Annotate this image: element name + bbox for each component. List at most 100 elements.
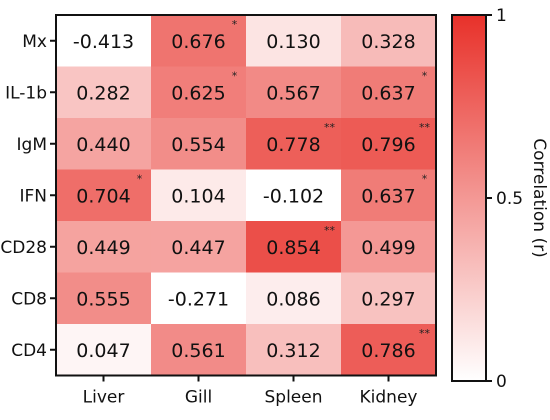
y-tick-label: CD4 [11, 341, 47, 361]
cell-value-label: 0.625 [171, 82, 225, 104]
heatmap-cell: 0.104 [151, 169, 246, 221]
heatmap-cell: 0.086 [246, 272, 341, 324]
heatmap-cell: -0.271 [151, 272, 246, 324]
cell-value-label: 0.282 [76, 82, 130, 104]
x-tick-label: Kidney [360, 388, 418, 408]
cell-value-label: 0.499 [361, 237, 415, 259]
y-tick-label: Mx [22, 32, 47, 52]
heatmap-cell: 0.312 [246, 324, 341, 376]
heatmap-cell-fill [246, 15, 341, 67]
cell-value-label: 0.786 [361, 340, 415, 362]
heatmap-cells: -0.413 0.676 * 0.130 0.328 0.282 0.625 * 0.567 0.… [56, 15, 436, 376]
heatmap-cell-fill [246, 66, 341, 118]
heatmap-cell-fill [151, 221, 246, 273]
cell-value-label: 0.637 [361, 185, 415, 207]
heatmap-cell-fill [56, 169, 151, 221]
heatmap-cell-fill [246, 272, 341, 324]
cell-value-label: 0.796 [361, 134, 415, 156]
heatmap-cell: 0.567 [246, 66, 341, 118]
cell-value-label: -0.271 [168, 288, 229, 310]
cell-value-label: 0.676 [171, 31, 225, 53]
heatmap-cell-fill [151, 324, 246, 376]
heatmap-cell-fill [246, 169, 341, 221]
significance-marker: * [232, 70, 238, 83]
heatmap-cell-fill [151, 272, 246, 324]
colorbar-tick-label: 0.5 [496, 189, 523, 209]
y-tick-label: IL-1b [5, 83, 47, 103]
heatmap-cell: 0.047 [56, 324, 151, 376]
heatmap-cell: 0.778 ** [246, 118, 341, 170]
heatmap-cell-fill [341, 324, 436, 376]
heatmap-cell: 0.676 * [151, 15, 246, 67]
heatmap-cell: 0.440 [56, 118, 151, 170]
heatmap-cell-fill [246, 118, 341, 170]
colorbar: 0 0.5 1 Correlation (r) [451, 6, 549, 392]
cell-value-label: 0.312 [266, 340, 320, 362]
significance-marker: * [422, 70, 428, 83]
cell-value-label: 0.297 [361, 288, 415, 310]
heatmap-axes: Mx IL-1b IgM IFN CD28 CD8 CD4 Liver Gill Spleen Ki… [0, 14, 437, 408]
heatmap-cell: 0.625 * [151, 66, 246, 118]
heatmap-cell: -0.102 [246, 169, 341, 221]
colorbar-tick-label: 0 [496, 372, 507, 392]
heatmap-cell-fill [341, 15, 436, 67]
heatmap-cell: 0.637 * [341, 66, 436, 118]
cell-value-label: 0.567 [266, 82, 320, 104]
significance-marker: ** [419, 327, 431, 340]
heatmap-cell: 0.447 [151, 221, 246, 273]
x-tick-label: Liver [83, 388, 125, 408]
heatmap-cell: 0.561 [151, 324, 246, 376]
heatmap-cell-fill [246, 324, 341, 376]
x-tick-label: Spleen [265, 388, 323, 408]
heatmap-cell-fill [56, 221, 151, 273]
heatmap-cell: -0.413 [56, 15, 151, 67]
y-tick-label: CD8 [11, 289, 47, 309]
significance-marker: * [232, 18, 238, 31]
heatmap-cell: 0.499 [341, 221, 436, 273]
heatmap-cell-fill [56, 66, 151, 118]
cell-value-label: -0.102 [263, 185, 324, 207]
cell-value-label: -0.413 [73, 31, 134, 53]
cell-value-label: 0.637 [361, 82, 415, 104]
heatmap-cell: 0.704 * [56, 169, 151, 221]
cell-value-label: 0.447 [171, 237, 225, 259]
cell-value-label: 0.555 [76, 288, 130, 310]
heatmap-cell: 0.554 [151, 118, 246, 170]
cell-value-label: 0.440 [76, 134, 130, 156]
heatmap-cell-fill [341, 221, 436, 273]
heatmap-cell-fill [246, 221, 341, 273]
colorbar-label: Correlation (r) [529, 138, 549, 257]
heatmap-cell-fill [341, 66, 436, 118]
y-tick-label: IFN [19, 186, 47, 206]
cell-value-label: 0.778 [266, 134, 320, 156]
heatmap-cell-fill [56, 15, 151, 67]
heatmap-cell-fill [341, 169, 436, 221]
heatmap-cell-fill [151, 169, 246, 221]
significance-marker: ** [419, 121, 431, 134]
heatmap-cell: 0.854 ** [246, 221, 341, 273]
x-tick-label: Gill [185, 388, 212, 408]
heatmap-cell-fill [151, 15, 246, 67]
cell-value-label: 0.854 [266, 237, 320, 259]
cell-value-label: 0.104 [171, 185, 225, 207]
cell-value-label: 0.328 [361, 31, 415, 53]
heatmap-cell: 0.449 [56, 221, 151, 273]
y-tick-label: CD28 [0, 238, 47, 258]
significance-marker: ** [324, 121, 336, 134]
heatmap-cell-fill [151, 66, 246, 118]
cell-value-label: 0.130 [266, 31, 320, 53]
cell-value-label: 0.086 [266, 288, 320, 310]
cell-value-label: 0.047 [76, 340, 130, 362]
heatmap-cell: 0.786 ** [341, 324, 436, 376]
heatmap-cell-fill [151, 118, 246, 170]
heatmap-cell-fill [56, 272, 151, 324]
cell-value-label: 0.561 [171, 340, 225, 362]
heatmap-cell: 0.282 [56, 66, 151, 118]
heatmap-cell: 0.796 ** [341, 118, 436, 170]
heatmap-cell: 0.637 * [341, 169, 436, 221]
heatmap-cell-fill [341, 272, 436, 324]
heatmap-cell-fill [341, 118, 436, 170]
heatmap-cell: 0.555 [56, 272, 151, 324]
